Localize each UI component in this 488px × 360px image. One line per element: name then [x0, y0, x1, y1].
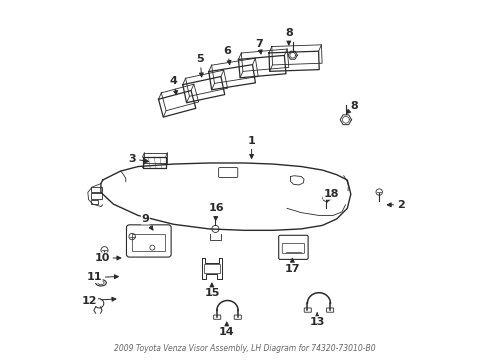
Bar [132, 234, 165, 251]
Text: 13: 13 [309, 313, 324, 327]
Text: 17: 17 [284, 258, 300, 274]
Text: 11: 11 [86, 273, 118, 283]
Text: 12: 12 [81, 296, 116, 306]
Text: 16: 16 [208, 203, 224, 220]
Text: 10: 10 [94, 253, 121, 263]
Text: 4: 4 [169, 76, 177, 95]
Text: 3: 3 [128, 154, 148, 164]
Text: 6: 6 [223, 46, 231, 64]
Text: 18: 18 [323, 189, 338, 202]
Text: 8: 8 [346, 100, 358, 113]
Text: 8: 8 [285, 28, 292, 45]
Bar [203, 264, 220, 273]
Text: 15: 15 [204, 283, 219, 298]
Text: 7: 7 [255, 39, 263, 54]
Text: 14: 14 [219, 322, 234, 337]
Text: 2: 2 [386, 200, 404, 210]
Text: 9: 9 [141, 214, 153, 230]
Text: 1: 1 [247, 136, 255, 158]
Bar [91, 187, 102, 192]
Text: 2009 Toyota Venza Visor Assembly, LH Diagram for 74320-73010-B0: 2009 Toyota Venza Visor Assembly, LH Dia… [113, 344, 375, 353]
Text: 5: 5 [196, 54, 203, 77]
Bar [91, 200, 98, 204]
Bar [91, 193, 102, 199]
